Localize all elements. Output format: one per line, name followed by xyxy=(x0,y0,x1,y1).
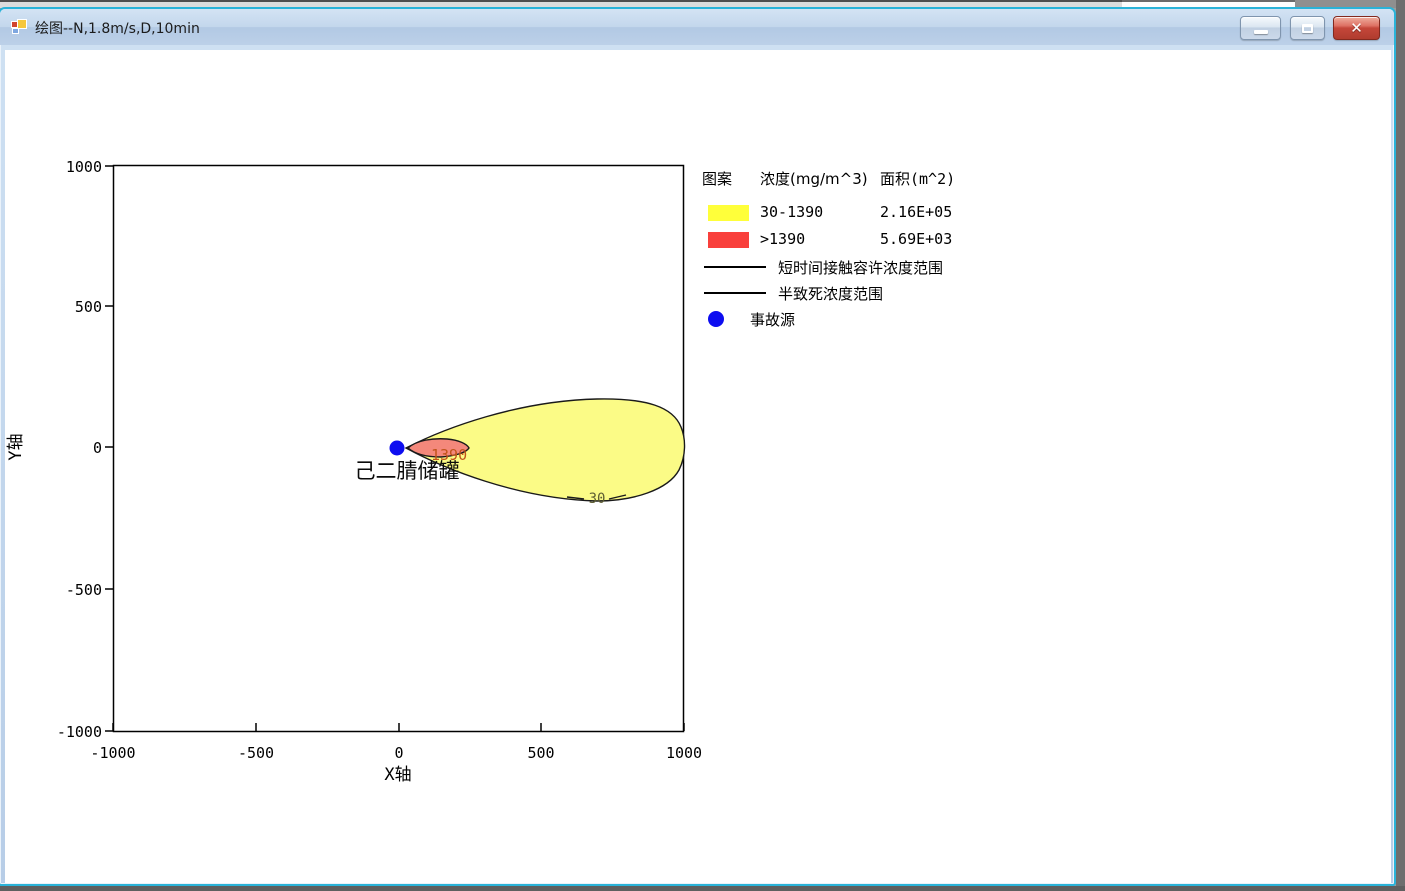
legend-area: 2.16E+05 xyxy=(880,203,953,221)
legend-line-icon xyxy=(704,292,766,294)
legend-label: 事故源 xyxy=(750,311,796,329)
legend-header-concentration: 浓度(mg/m^3) xyxy=(760,170,868,188)
legend-row-stel-line: 短时间接触容许浓度范围 xyxy=(702,257,1002,277)
y-tick: 500 xyxy=(75,298,102,316)
y-axis-title: Y轴 xyxy=(6,433,26,460)
contour-label-1390: 1390 xyxy=(431,446,467,464)
legend-dot-icon xyxy=(708,311,724,327)
x-axis-title: X轴 xyxy=(384,765,411,785)
chart-canvas: 1000 500 0 -500 -1000 -1000 -500 0 500 1… xyxy=(5,50,1391,883)
y-tick: 1000 xyxy=(66,158,102,176)
source-point xyxy=(389,440,405,456)
legend-label: 半致死浓度范围 xyxy=(778,285,884,303)
source-point-label: 己二腈储罐 xyxy=(355,459,460,483)
close-icon: ✕ xyxy=(1350,18,1363,37)
background-window-edge xyxy=(0,0,1405,8)
titlebar[interactable]: 绘图--N,1.8m/s,D,10min xyxy=(0,9,1394,45)
legend-swatch-yellow xyxy=(708,205,749,221)
legend-row-source: 事故源 xyxy=(702,309,1002,329)
maximize-button[interactable] xyxy=(1290,16,1325,40)
y-tick: 0 xyxy=(93,439,102,457)
x-tick: -500 xyxy=(238,744,274,762)
x-tick: -1000 xyxy=(90,744,135,762)
background-corner xyxy=(1295,0,1405,8)
y-tick: -1000 xyxy=(57,723,102,741)
app-icon xyxy=(11,19,28,35)
legend-header: 图案 浓度(mg/m^3) 面积(m^2) xyxy=(702,168,1002,188)
plume-contour-inner xyxy=(406,438,470,458)
legend-header-area: 面积(m^2) xyxy=(880,170,956,188)
legend-label: 30-1390 xyxy=(760,203,824,221)
legend-label: >1390 xyxy=(760,230,806,248)
background-window-strip xyxy=(1122,0,1295,8)
x-tick: 500 xyxy=(527,744,554,762)
legend-line-icon xyxy=(704,266,766,268)
plot-window: 绘图--N,1.8m/s,D,10min ✕ 1000 500 0 -500 -… xyxy=(0,7,1396,886)
x-tick: 1000 xyxy=(666,744,702,762)
maximize-icon xyxy=(1302,23,1313,33)
legend-swatch-red xyxy=(708,232,749,248)
desktop-edge-bottom xyxy=(0,886,1405,891)
y-tick: -500 xyxy=(66,581,102,599)
dispersion-plot: 1000 500 0 -500 -1000 -1000 -500 0 500 1… xyxy=(6,158,702,785)
legend-row-lc50-line: 半致死浓度范围 xyxy=(702,283,1002,303)
legend-row-yellow: 30-1390 2.16E+05 xyxy=(702,203,1002,223)
close-button[interactable]: ✕ xyxy=(1333,16,1380,40)
minimize-button[interactable] xyxy=(1240,16,1281,40)
plume-contour-outer xyxy=(404,398,686,502)
desktop-edge-right xyxy=(1396,0,1405,891)
window-title: 绘图--N,1.8m/s,D,10min xyxy=(35,20,200,37)
legend-label: 短时间接触容许浓度范围 xyxy=(778,259,944,277)
x-tick: 0 xyxy=(394,744,403,762)
legend-header-pattern: 图案 xyxy=(702,170,733,188)
legend-area: 5.69E+03 xyxy=(880,230,953,248)
contour-label-30: 30 xyxy=(589,491,606,507)
minimize-icon xyxy=(1253,30,1268,34)
legend-row-red: >1390 5.69E+03 xyxy=(702,230,1002,250)
